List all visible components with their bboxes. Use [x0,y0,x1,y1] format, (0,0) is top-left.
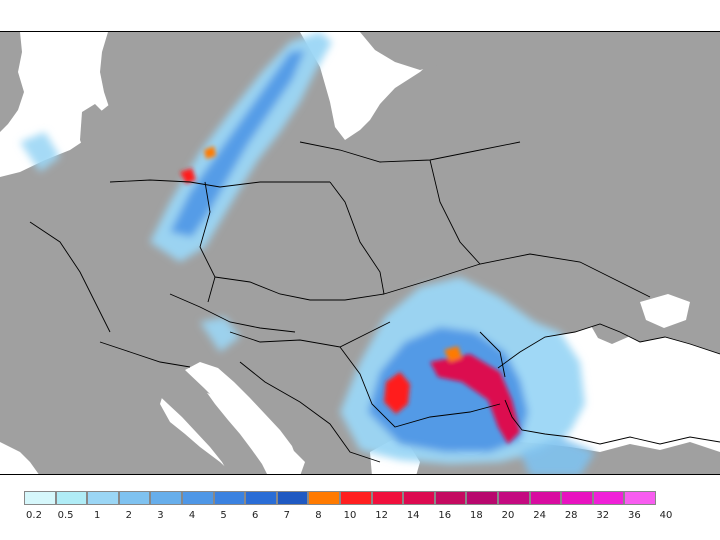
precip-balkan-core [368,327,528,452]
border-romania [339,346,501,428]
coast-black-sea-south [504,399,720,445]
precip-west-patch [20,132,60,172]
land-italy [150,367,267,474]
coast-baltic-south [109,179,330,188]
legend-swatch [24,491,56,505]
legend-swatch [466,491,498,505]
map-canvas [0,32,720,474]
land-bornholm [175,153,185,161]
legend-swatch [181,491,214,505]
legend-tick-label: 0.2 [26,510,42,521]
legend-swatch [403,491,435,505]
border-czech-austria [169,293,296,333]
legend-tick-label: 6 [252,510,259,521]
precip-baltic-core [170,50,305,237]
precip-central-patch [200,317,240,352]
legend-tick-label: 32 [596,510,610,521]
legend-swatch [371,491,404,505]
sea-adriatic [185,362,298,466]
legend-swatch [561,491,593,505]
legend-tick-label: 24 [533,510,546,521]
legend-tick-label: 36 [628,510,641,521]
border-poland-czech [214,276,385,301]
legend-tick-label: 28 [564,510,578,521]
land-denmark [80,104,108,160]
legend-swatch [624,491,656,505]
legend-swatch [150,491,182,505]
legend-tick-label: 8 [315,510,322,521]
legend-swatch [276,491,309,505]
precipitation-map [0,31,720,475]
land-saaremaa [301,111,319,123]
border-balkans [239,361,381,463]
legend-swatch [339,491,372,505]
legend-swatch [245,491,277,505]
legend-tick-label: 18 [470,510,483,521]
land-europe [0,32,720,474]
border-moldova [479,331,506,378]
precip-peak-baltic [180,168,196,184]
legend-tick-label: 14 [406,510,420,521]
legend-swatch [55,491,88,505]
legend-swatch [118,491,151,505]
color-legend-bar [24,491,656,505]
color-legend-labels: 0.2 0.5 1 2 3 4 5 6 7 8 10 12 14 16 18 20 24 28 32 36 40 [0,510,720,524]
legend-swatch [592,491,625,505]
legend-tick-label: 7 [283,510,290,521]
precip-peak-romania-west [384,372,410,414]
legend-tick-label: 12 [375,510,388,521]
legend-tick-label: 5 [220,510,227,521]
coast-black-sea [497,323,720,369]
land-finland [360,32,500,70]
legend-tick-label: 3 [157,510,164,521]
legend-tick-label: 10 [343,510,357,521]
legend-tick-label: 16 [438,510,452,521]
legend-swatch [213,491,246,505]
coastlines [109,179,720,445]
sea-azov [640,294,690,328]
border-hungary [229,321,391,348]
border-ukraine-russia [383,253,651,298]
legend-tick-label: 20 [501,510,515,521]
border-france-germany [29,221,111,333]
legend-tick-label: 1 [94,510,101,521]
legend-tick-label: 40 [659,510,673,521]
legend-tick-label: 2 [125,510,132,521]
border-alps [99,341,191,368]
legend-tick-label: 0.5 [57,510,74,521]
precip-peak-baltic-small [204,146,216,159]
border-poland-belarus [329,181,385,295]
country-borders [29,141,651,463]
legend-swatch [497,491,530,505]
precip-peak-romania-east [430,354,520,444]
border-baltics [299,141,521,163]
precipitation-overlay [20,32,595,474]
land-britain [0,32,24,132]
legend-swatch [434,491,467,505]
border-germany-poland [199,181,216,303]
legend-swatch [87,491,119,505]
legend-swatch [529,491,562,505]
legend-swatch [308,491,340,505]
land-scandinavia [100,32,215,130]
legend-tick-label: 4 [188,510,196,521]
border-belarus-russia [429,159,481,265]
precip-pontic-patch [520,437,595,474]
precip-peak-bulgaria [444,346,462,362]
